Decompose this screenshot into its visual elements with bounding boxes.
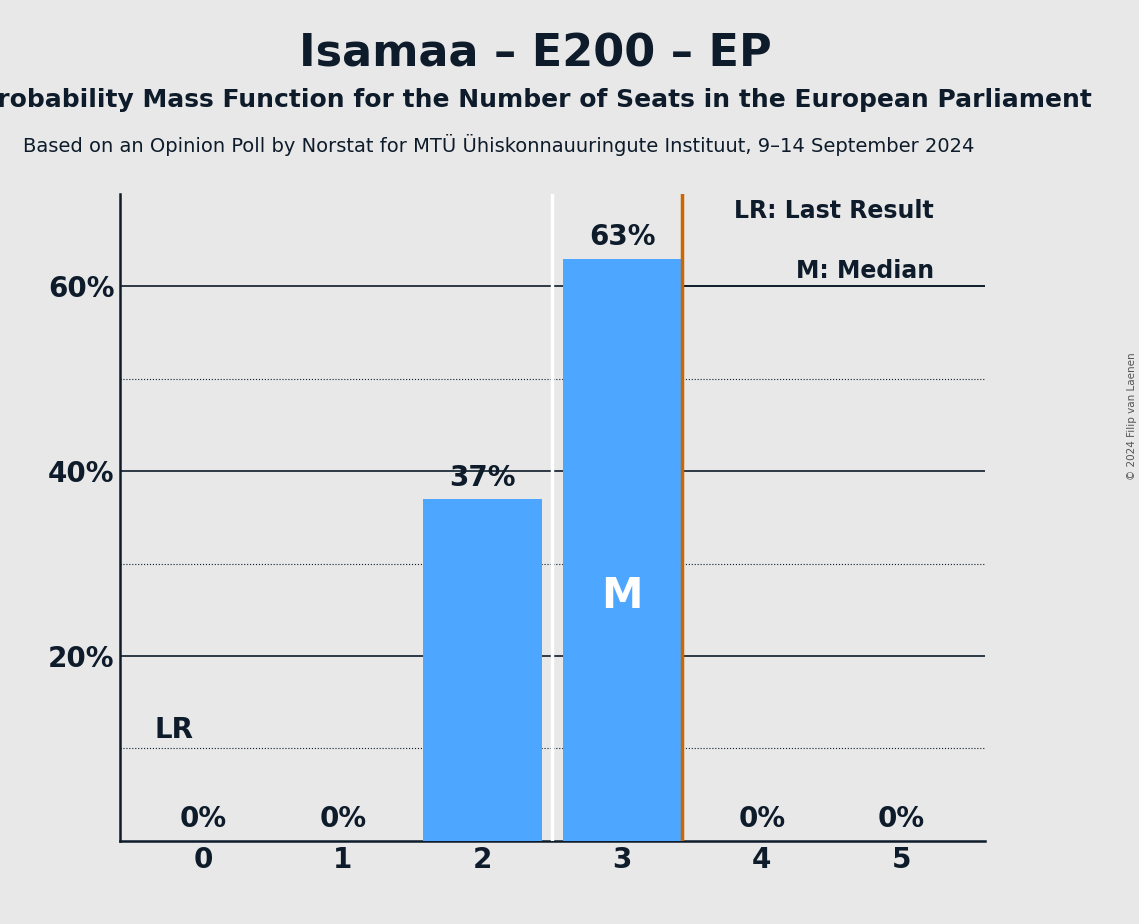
Text: LR: LR <box>155 716 194 744</box>
Text: Isamaa – E200 – EP: Isamaa – E200 – EP <box>298 32 772 76</box>
Text: M: M <box>601 576 644 617</box>
Text: Probability Mass Function for the Number of Seats in the European Parliament: Probability Mass Function for the Number… <box>0 88 1092 112</box>
Text: 37%: 37% <box>450 464 516 492</box>
Text: 0%: 0% <box>738 806 786 833</box>
Bar <box>563 259 681 841</box>
Text: © 2024 Filip van Laenen: © 2024 Filip van Laenen <box>1126 352 1137 480</box>
Text: M: Median: M: Median <box>796 259 934 283</box>
Text: 0%: 0% <box>319 806 367 833</box>
Text: 63%: 63% <box>589 224 655 251</box>
Text: 0%: 0% <box>180 806 227 833</box>
Text: LR: Last Result: LR: Last Result <box>735 199 934 223</box>
Text: 0%: 0% <box>878 806 925 833</box>
Text: Based on an Opinion Poll by Norstat for MTÜ Ühiskonnauuringute Instituut, 9–14 S: Based on an Opinion Poll by Norstat for … <box>23 134 974 156</box>
Bar <box>424 499 542 841</box>
